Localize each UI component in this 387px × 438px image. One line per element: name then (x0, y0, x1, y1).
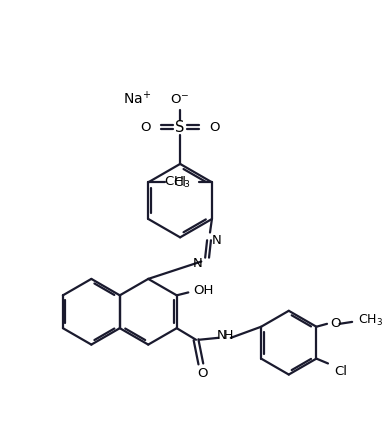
Text: CH$_3$: CH$_3$ (358, 313, 383, 328)
Text: Na$^{+}$: Na$^{+}$ (123, 90, 151, 107)
Text: Cl: Cl (334, 365, 347, 378)
Text: O: O (330, 317, 341, 330)
Text: CH$_3$: CH$_3$ (164, 175, 190, 190)
Text: H: H (224, 329, 234, 343)
Text: OH: OH (194, 284, 214, 297)
Text: O: O (210, 121, 220, 134)
Text: O$^{-}$: O$^{-}$ (170, 93, 190, 106)
Text: Cl: Cl (173, 176, 186, 189)
Text: N: N (212, 234, 222, 247)
Text: S: S (175, 120, 185, 135)
Text: O: O (140, 121, 151, 134)
Text: N: N (193, 257, 202, 270)
Text: O: O (197, 367, 208, 380)
Text: N: N (216, 329, 226, 343)
